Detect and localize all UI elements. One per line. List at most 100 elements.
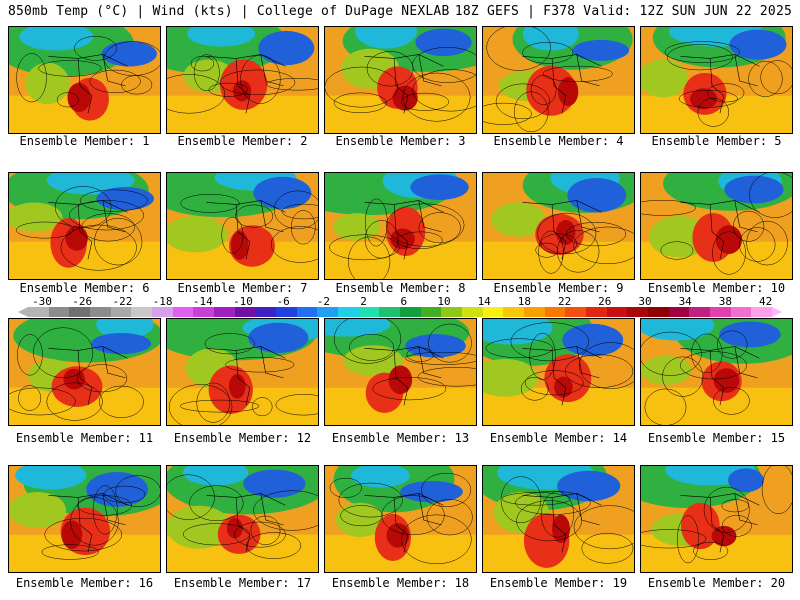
- colorbar-tick-label: 2: [360, 295, 367, 308]
- colorbar-segment: [48, 307, 70, 317]
- colorbar-segment: [379, 307, 401, 317]
- temperature-field-map: [641, 173, 792, 279]
- colorbar-segment: [730, 307, 752, 317]
- colorbar-segment: [193, 307, 215, 317]
- colorbar-tick-label: 6: [400, 295, 408, 308]
- temperature-field-map: [167, 466, 318, 572]
- colorbar-segment: [28, 307, 50, 317]
- colorbar-tick-label: 38: [718, 295, 733, 308]
- colorbar-segment: [586, 307, 608, 317]
- ensemble-member-map: [640, 26, 793, 134]
- temperature-field-map: [483, 466, 634, 572]
- colorbar-tick-label: 42: [758, 295, 773, 308]
- colorbar-segment: [69, 307, 91, 317]
- colorbar-tick-label: -10: [233, 295, 253, 308]
- ensemble-member-map: [482, 318, 635, 426]
- colorbar-segment: [648, 307, 670, 317]
- colorbar-tick-label: 30: [638, 295, 652, 308]
- temperature-field-map: [325, 466, 476, 572]
- ensemble-member-map: [324, 26, 477, 134]
- colorbar-segment: [131, 307, 153, 317]
- temperature-field-map: [9, 466, 160, 572]
- ensemble-member-label: Ensemble Member: 17: [173, 576, 312, 590]
- ensemble-member-map: [482, 26, 635, 134]
- temperature-colorbar: [28, 307, 773, 317]
- ensemble-member-map: [324, 172, 477, 280]
- ensemble-member-map: [640, 465, 793, 573]
- temperature-field-map: [9, 27, 160, 133]
- ensemble-member-label: Ensemble Member: 10: [647, 281, 786, 295]
- ensemble-member-label: Ensemble Member: 6: [19, 281, 150, 295]
- ensemble-member-map: [8, 26, 161, 134]
- colorbar-segment: [400, 307, 422, 317]
- colorbar-segment: [544, 307, 566, 317]
- colorbar-tick-label: -26: [72, 295, 93, 308]
- temperature-field-map: [167, 173, 318, 279]
- colorbar-segment: [234, 307, 256, 317]
- ensemble-member-map: [8, 172, 161, 280]
- chart-title: 850mb Temp (°C) | Wind (kts) | College o…: [8, 4, 450, 19]
- temperature-field-map: [641, 319, 792, 425]
- colorbar-segment: [482, 307, 504, 317]
- colorbar-segment: [627, 307, 649, 317]
- ensemble-member-label: Ensemble Member: 16: [15, 576, 154, 590]
- ensemble-member-label: Ensemble Member: 19: [489, 576, 628, 590]
- temperature-field-map: [483, 173, 634, 279]
- colorbar-tick-label: -2: [316, 295, 331, 308]
- ensemble-member-map: [8, 465, 161, 573]
- colorbar-segment: [296, 307, 318, 317]
- colorbar-segment: [110, 307, 132, 317]
- ensemble-member-label: Ensemble Member: 3: [335, 134, 466, 148]
- colorbar-segment: [689, 307, 711, 317]
- colorbar-tick-label: 14: [477, 295, 491, 308]
- colorbar-segment: [565, 307, 587, 317]
- ensemble-member-label: Ensemble Member: 14: [489, 431, 628, 445]
- ensemble-member-label: Ensemble Member: 8: [335, 281, 466, 295]
- ensemble-member-label: Ensemble Member: 18: [331, 576, 470, 590]
- colorbar-segment: [214, 307, 236, 317]
- colorbar-segment: [276, 307, 298, 317]
- ensemble-member-label: Ensemble Member: 12: [173, 431, 312, 445]
- colorbar-segment: [503, 307, 525, 317]
- ensemble-member-map: [166, 172, 319, 280]
- colorbar-tick-label: 18: [517, 295, 532, 308]
- ensemble-member-map: [482, 465, 635, 573]
- temperature-field-map: [483, 319, 634, 425]
- temperature-field-map: [325, 173, 476, 279]
- colorbar-tick-label: 34: [678, 295, 692, 308]
- temperature-field-map: [641, 27, 792, 133]
- ensemble-member-label: Ensemble Member: 20: [647, 576, 786, 590]
- colorbar-segment: [358, 307, 380, 317]
- temperature-field-map: [325, 319, 476, 425]
- colorbar-segment: [338, 307, 360, 317]
- colorbar-max-arrow: [772, 307, 782, 317]
- colorbar-tick-label: -14: [192, 295, 213, 308]
- colorbar-segment: [255, 307, 277, 317]
- ensemble-member-map: [482, 172, 635, 280]
- temperature-field-map: [167, 319, 318, 425]
- ensemble-member-map: [166, 26, 319, 134]
- colorbar-tick-label: 10: [437, 295, 451, 308]
- colorbar-segment: [172, 307, 194, 317]
- ensemble-member-map: [640, 318, 793, 426]
- colorbar-segment: [710, 307, 732, 317]
- temperature-field-map: [9, 319, 160, 425]
- colorbar-segment: [524, 307, 546, 317]
- colorbar-tick-label: -30: [32, 295, 52, 308]
- colorbar-segment: [152, 307, 174, 317]
- ensemble-member-map: [8, 318, 161, 426]
- ensemble-member-label: Ensemble Member: 1: [19, 134, 150, 148]
- colorbar-segment: [606, 307, 628, 317]
- ensemble-member-map: [324, 318, 477, 426]
- colorbar-segment: [462, 307, 484, 317]
- ensemble-member-label: Ensemble Member: 9: [493, 281, 624, 295]
- temperature-field-map: [167, 27, 318, 133]
- colorbar-segment: [668, 307, 690, 317]
- colorbar-segment: [751, 307, 773, 317]
- colorbar-segment: [420, 307, 442, 317]
- ensemble-member-map: [640, 172, 793, 280]
- ensemble-member-label: Ensemble Member: 5: [651, 134, 782, 148]
- temperature-field-map: [483, 27, 634, 133]
- colorbar-segment: [441, 307, 463, 317]
- ensemble-member-map: [324, 465, 477, 573]
